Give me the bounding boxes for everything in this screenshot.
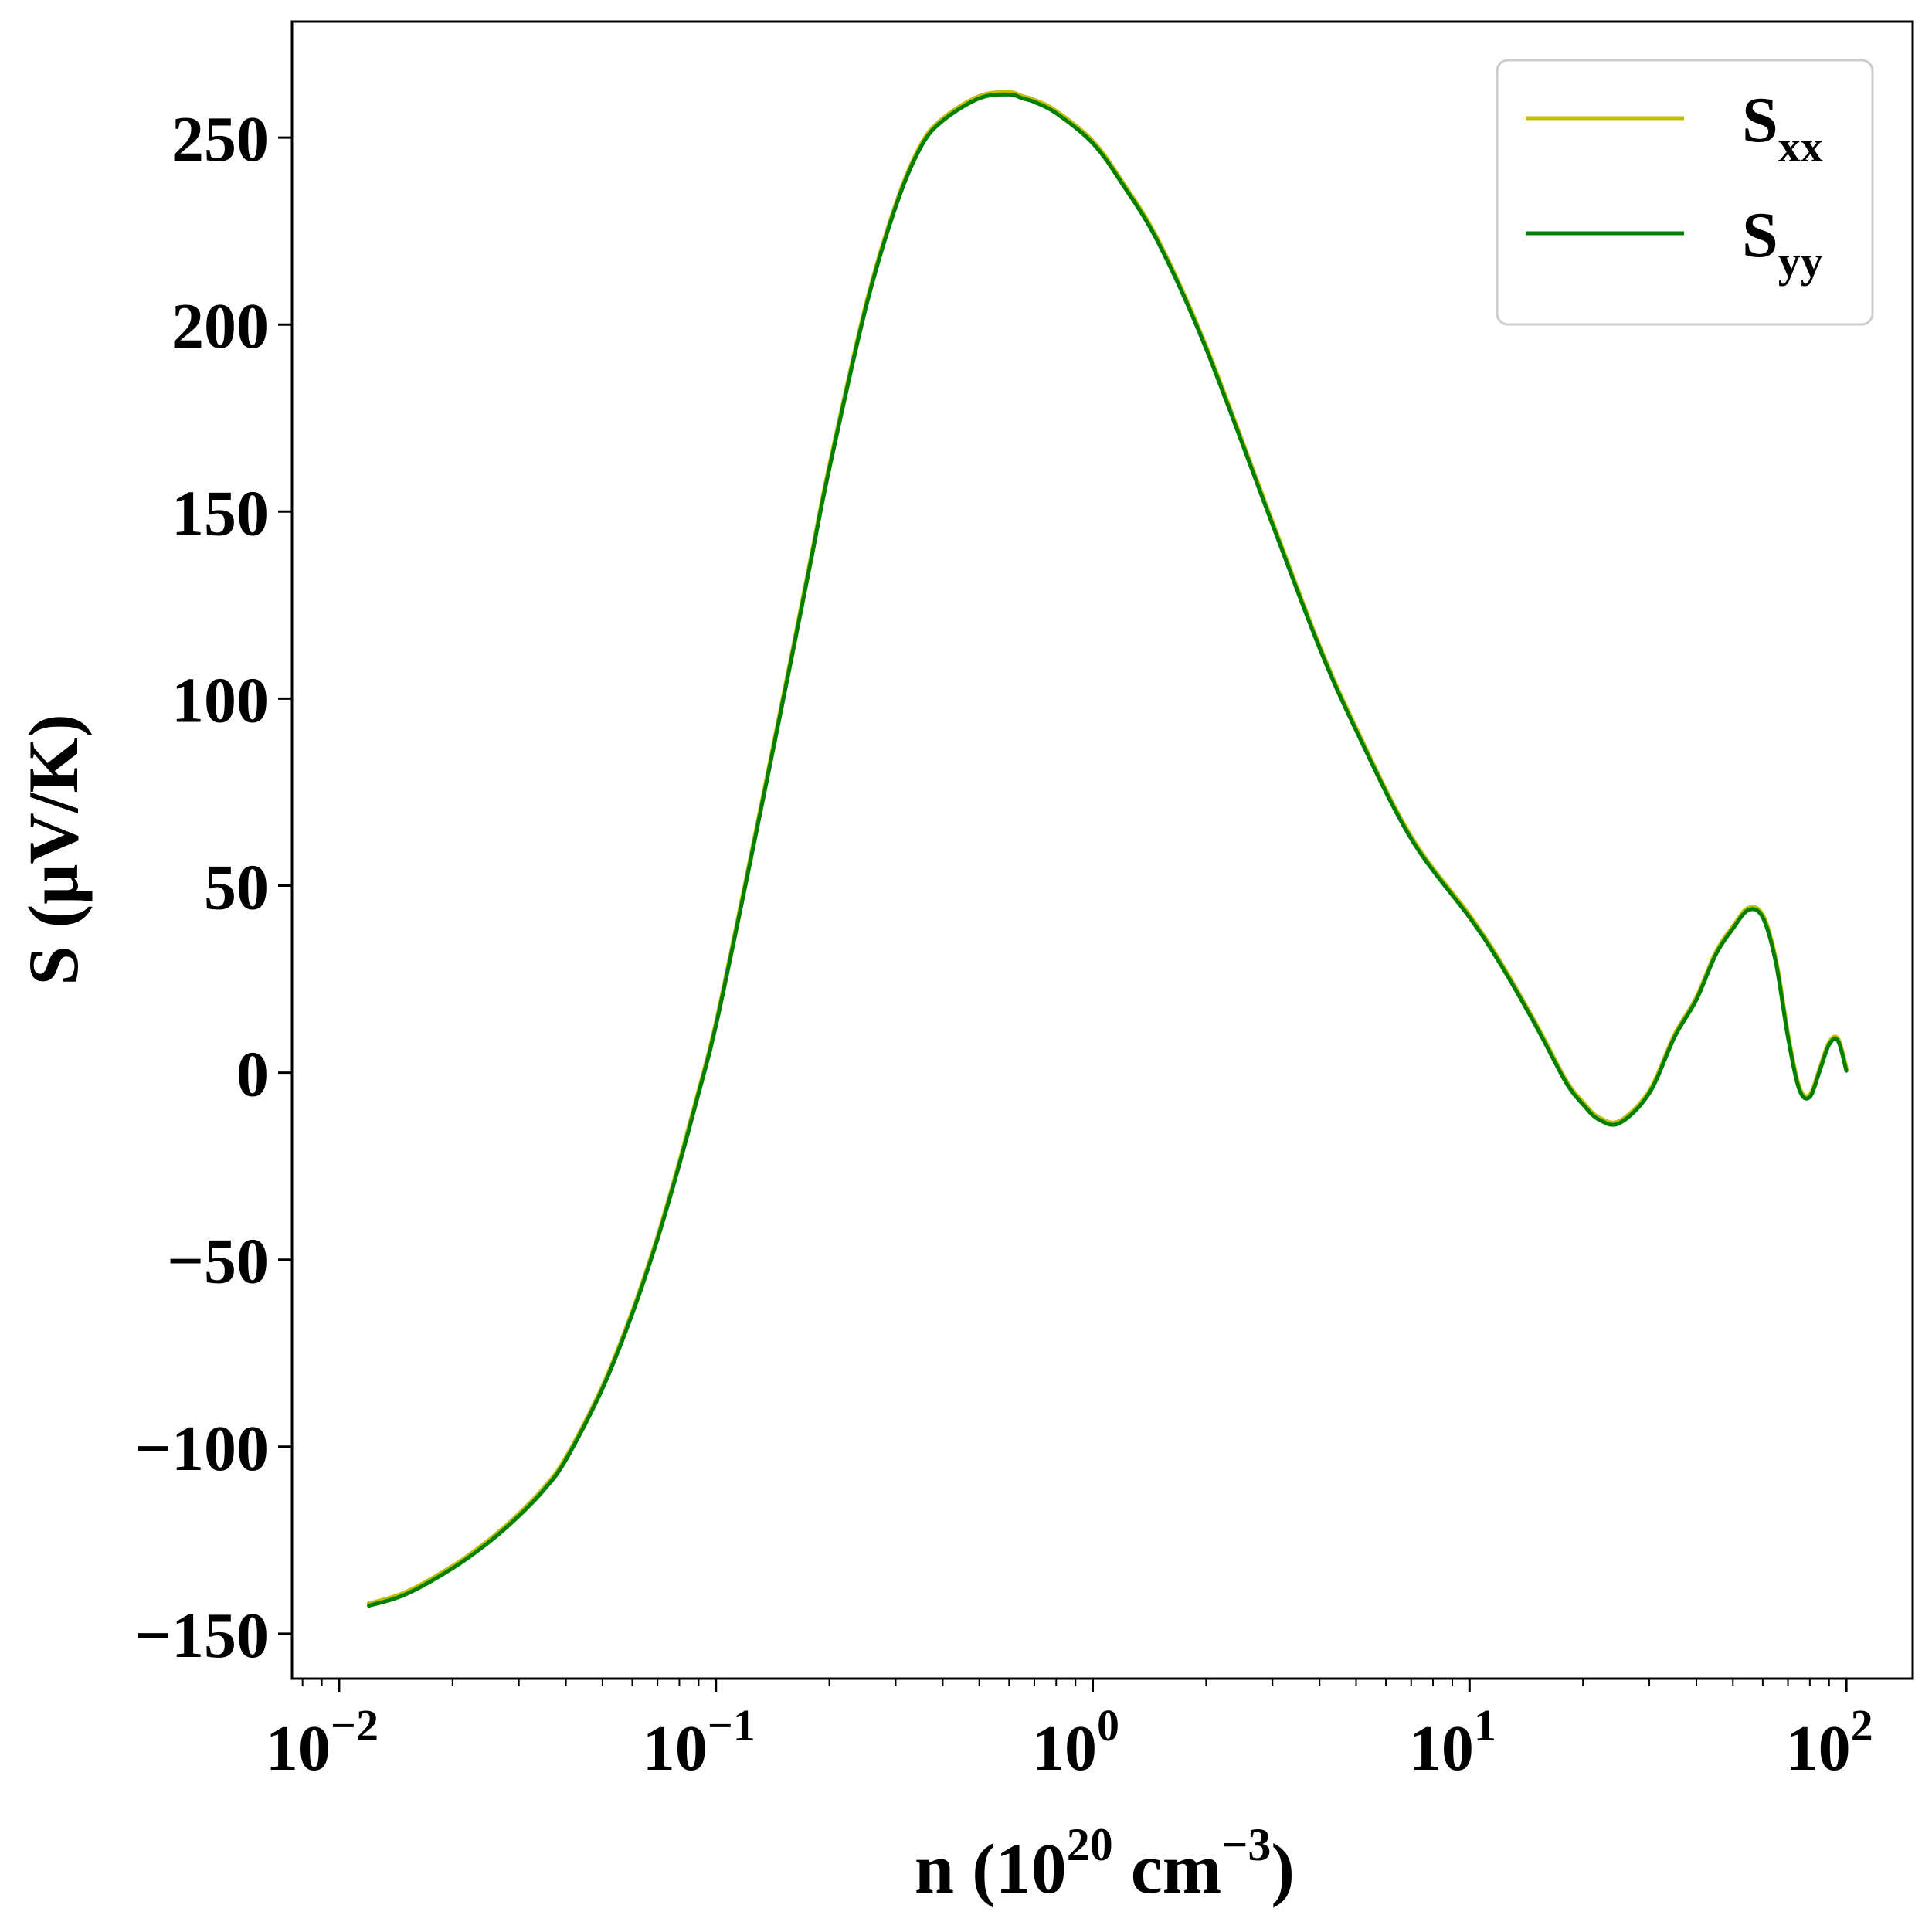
y-tick-label: 100: [171, 664, 269, 736]
x-tick-label: 102: [1786, 1700, 1873, 1784]
y-tick-label: −50: [167, 1226, 269, 1298]
y-tick-label: 50: [204, 851, 269, 923]
x-axis-title-prefix: n (10: [915, 1829, 1067, 1908]
x-tick-label-base: 10: [1032, 1713, 1097, 1784]
x-tick-label: 10−1: [643, 1700, 755, 1784]
x-tick-label-exponent: 1: [1474, 1700, 1496, 1750]
legend-label-yy: Syy: [1742, 199, 1823, 287]
x-tick-label-base: 10: [266, 1713, 331, 1784]
y-axis-title: S (μV/K): [14, 714, 93, 985]
y-tick-label: 200: [171, 290, 269, 362]
x-tick-label-exponent: 2: [1851, 1700, 1873, 1750]
legend-label-yy-sub: yy: [1778, 236, 1823, 287]
x-axis-ticks: 10−2 10−1 100 101 102: [266, 1679, 1873, 1784]
y-tick-label: −100: [134, 1413, 269, 1485]
x-axis-title-exp2: −3: [1221, 1819, 1271, 1870]
x-tick-label-exponent: −1: [708, 1700, 755, 1750]
legend-label-xx-sub: xx: [1778, 121, 1823, 171]
series-line-yy: [367, 92, 1849, 1608]
y-tick-label: 0: [236, 1039, 269, 1111]
x-tick-label-exponent: 0: [1097, 1700, 1119, 1750]
x-tick-label-base: 10: [643, 1713, 708, 1784]
series-layer: [366, 90, 1849, 1608]
x-axis-title: n (1020 cm−3): [915, 1819, 1295, 1908]
legend-label-xx: Sxx: [1742, 84, 1823, 171]
x-tick-label: 100: [1032, 1700, 1119, 1784]
y-axis-ticks: 250 200 150 100 50 0 −50 −100 −150: [134, 104, 292, 1672]
x-tick-label-base: 10: [1409, 1713, 1474, 1784]
x-tick-label-base: 10: [1786, 1713, 1851, 1784]
legend-label-yy-main: S: [1742, 199, 1778, 271]
y-tick-label: 250: [171, 104, 269, 175]
legend: Sxx Syy: [1496, 59, 1874, 326]
x-axis-title-suffix: ): [1271, 1829, 1295, 1908]
x-tick-label: 10−2: [266, 1700, 379, 1784]
x-tick-label-exponent: −2: [331, 1700, 379, 1750]
x-axis-title-exp1: 20: [1067, 1819, 1113, 1870]
y-tick-label: −150: [134, 1600, 269, 1672]
legend-box: [1496, 59, 1874, 326]
y-tick-label: 150: [171, 477, 269, 549]
x-axis-title-mid: cm: [1113, 1829, 1221, 1908]
x-tick-label: 101: [1409, 1700, 1496, 1784]
legend-label-xx-main: S: [1742, 84, 1778, 156]
